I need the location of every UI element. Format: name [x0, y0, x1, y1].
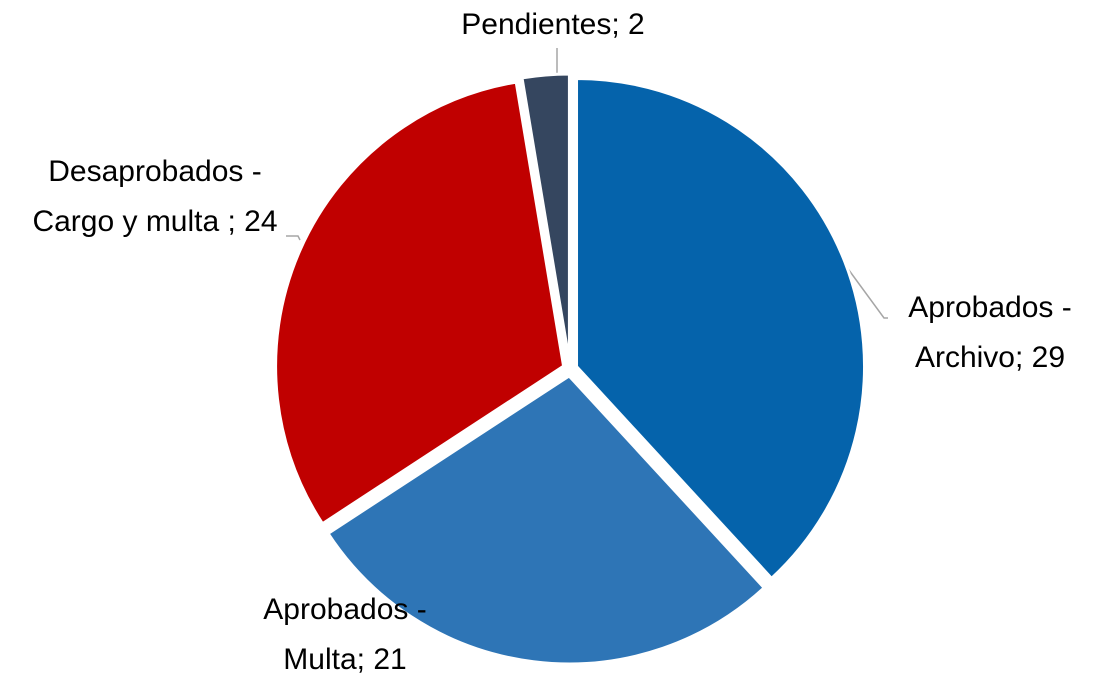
slice [325, 373, 767, 666]
leader-lines [286, 48, 888, 319]
slice [575, 76, 867, 581]
data-label: Desaprobados - Cargo y multa ; 24 [32, 155, 278, 238]
leader-line [286, 235, 301, 241]
slice [520, 72, 571, 363]
data-label: Aprobados - Multa; 21 [263, 593, 427, 676]
leader-line [842, 261, 888, 319]
data-label: Aprobados - Archivo; 29 [908, 291, 1072, 374]
slice [274, 80, 566, 526]
data-label: Pendientes; 2 [461, 8, 645, 41]
